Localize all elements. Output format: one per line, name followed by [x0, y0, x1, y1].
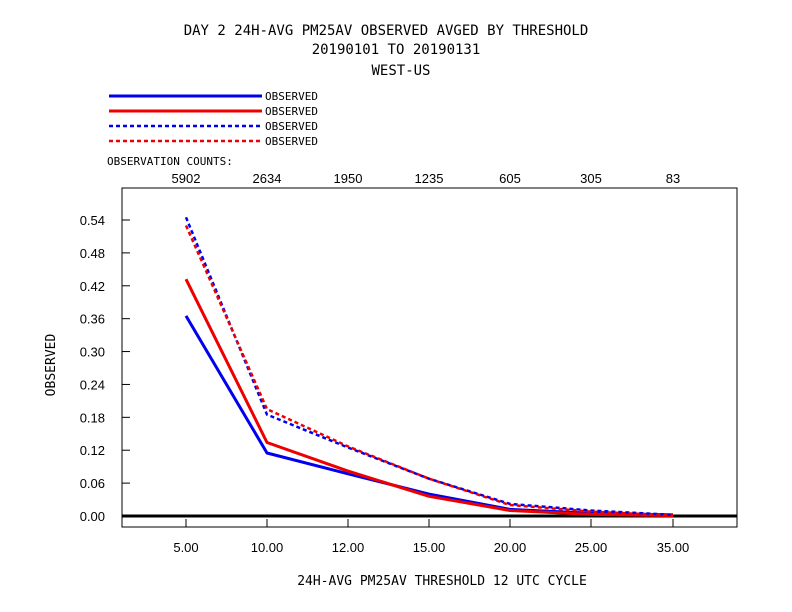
series-line-3 [184, 216, 674, 517]
x-axis-label: 24H-AVG PM25AV THRESHOLD 12 UTC CYCLE [297, 574, 587, 589]
observation-count: 5902 [172, 171, 201, 186]
series-line-2 [184, 278, 674, 517]
plot-area-frame [121, 187, 738, 528]
observation-count: 2634 [253, 171, 282, 186]
chart-series [184, 216, 674, 517]
legend-label: OBSERVED [265, 120, 318, 133]
observation-counts-label: OBSERVATION COUNTS: [107, 155, 233, 168]
y-tick-label: 0.00 [80, 509, 105, 524]
y-axis-ticks: 0.00 0.06 0.12 0.18 0.24 0.30 0.36 0.42 0.48 0.54 [80, 213, 130, 524]
y-tick-label: 0.18 [80, 410, 105, 425]
series-line-4 [184, 224, 674, 517]
x-tick-label: 35.00 [657, 540, 690, 555]
legend-label: OBSERVED [265, 135, 318, 148]
chart-title-line-3: WEST-US [371, 63, 430, 79]
chart-legend: OBSERVED OBSERVED OBSERVED OBSERVED [109, 90, 318, 148]
y-tick-label: 0.24 [80, 377, 105, 392]
observation-count: 83 [666, 171, 680, 186]
y-tick-label: 0.54 [80, 213, 105, 228]
series-line-1 [184, 315, 674, 517]
x-tick-label: 25.00 [575, 540, 608, 555]
chart-title-line-1: DAY 2 24H-AVG PM25AV OBSERVED AVGED BY T… [184, 23, 589, 39]
y-tick-label: 0.12 [80, 443, 105, 458]
y-tick-label: 0.30 [80, 345, 105, 360]
observation-count: 1950 [334, 171, 363, 186]
x-axis-ticks: 5.00 10.00 12.00 15.00 20.00 25.00 35.00 [173, 519, 689, 555]
y-tick-label: 0.42 [80, 279, 105, 294]
x-tick-label: 5.00 [173, 540, 198, 555]
x-tick-label: 20.00 [494, 540, 527, 555]
observation-counts: 5902 2634 1950 1235 605 305 83 [172, 171, 681, 186]
y-tick-label: 0.36 [80, 312, 105, 327]
x-tick-label: 10.00 [251, 540, 284, 555]
chart-title-line-2: 20190101 TO 20190131 [312, 42, 481, 58]
y-axis-label: OBSERVED [44, 334, 59, 397]
x-tick-label: 12.00 [332, 540, 365, 555]
y-tick-label: 0.06 [80, 476, 105, 491]
observation-count: 305 [580, 171, 602, 186]
legend-label: OBSERVED [265, 90, 318, 103]
y-tick-label: 0.48 [80, 246, 105, 261]
legend-label: OBSERVED [265, 105, 318, 118]
observation-count: 1235 [415, 171, 444, 186]
observation-count: 605 [499, 171, 521, 186]
x-tick-label: 15.00 [413, 540, 446, 555]
